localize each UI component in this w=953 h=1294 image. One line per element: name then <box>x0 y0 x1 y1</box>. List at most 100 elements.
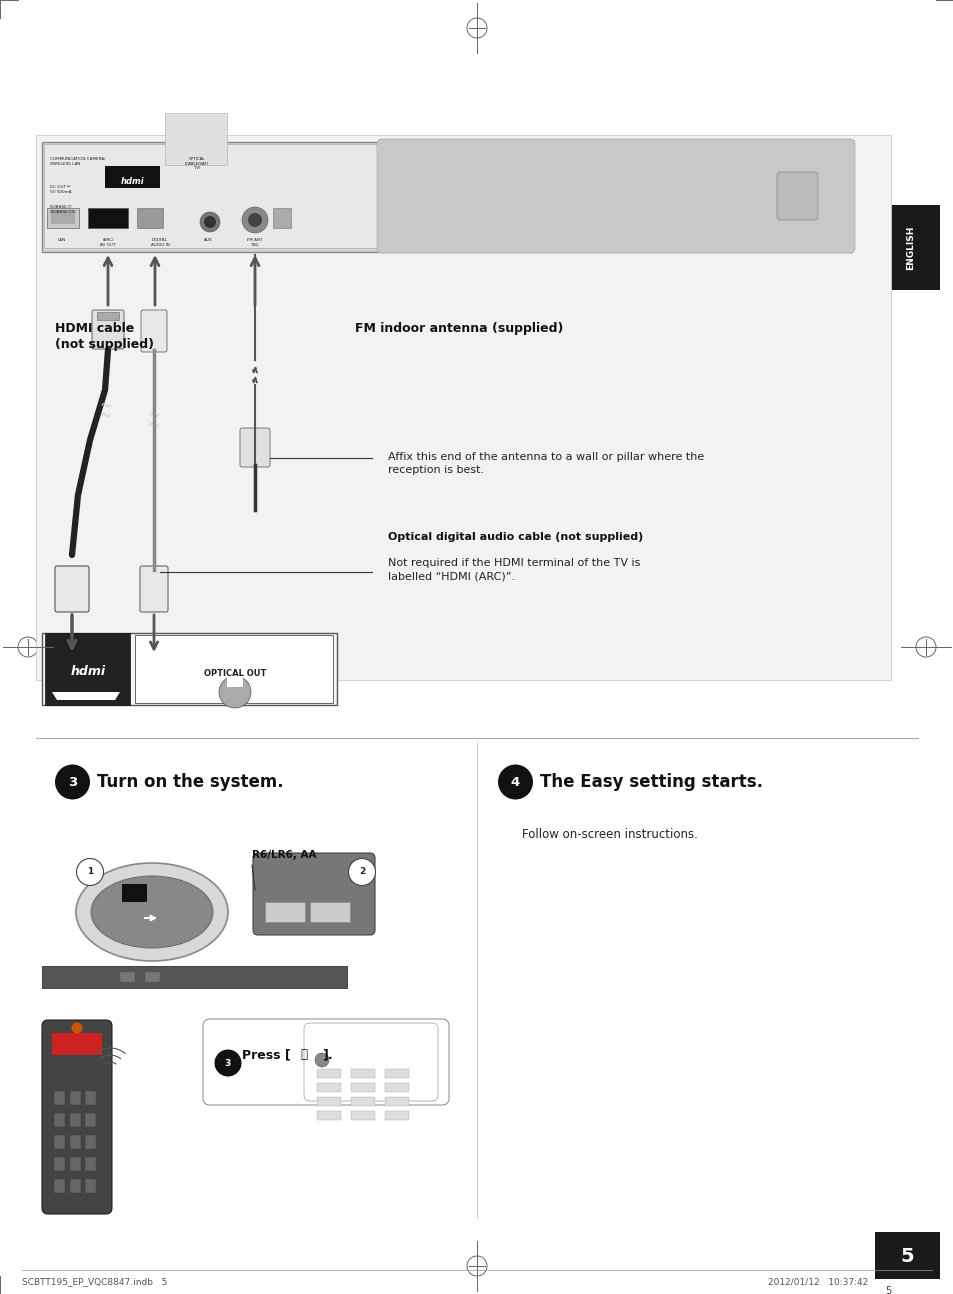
Text: Turn on the system.: Turn on the system. <box>97 773 283 791</box>
Bar <box>47 208 79 228</box>
Circle shape <box>348 858 375 885</box>
Circle shape <box>200 212 220 232</box>
Bar <box>54 1113 65 1127</box>
Bar <box>385 1083 409 1092</box>
Text: (10BASE-T/
100BASE-TX): (10BASE-T/ 100BASE-TX) <box>50 204 77 214</box>
Circle shape <box>71 1022 82 1034</box>
Bar <box>36 135 890 681</box>
Bar <box>874 1232 939 1278</box>
Bar <box>70 1135 80 1149</box>
Bar <box>316 1097 340 1106</box>
FancyBboxPatch shape <box>776 172 817 220</box>
Bar <box>54 1157 65 1171</box>
Circle shape <box>219 675 251 708</box>
Circle shape <box>204 216 215 228</box>
Text: COMMUNICATION CAMERA/
WIRELESS LAN: COMMUNICATION CAMERA/ WIRELESS LAN <box>50 157 106 166</box>
FancyBboxPatch shape <box>140 565 168 612</box>
Bar <box>45 633 130 705</box>
FancyBboxPatch shape <box>240 428 270 467</box>
Text: FM indoor antenna (supplied): FM indoor antenna (supplied) <box>355 322 563 335</box>
Bar <box>85 1157 96 1171</box>
Ellipse shape <box>76 863 228 961</box>
Bar <box>122 884 147 902</box>
Bar <box>316 1069 340 1078</box>
Text: Optical digital audio cable (not supplied): Optical digital audio cable (not supplie… <box>388 532 642 542</box>
Bar <box>42 142 851 252</box>
Text: 1: 1 <box>87 867 93 876</box>
Bar <box>54 1091 65 1105</box>
Circle shape <box>55 765 90 800</box>
FancyBboxPatch shape <box>253 853 375 936</box>
Bar <box>70 1091 80 1105</box>
Polygon shape <box>52 692 120 700</box>
Text: HDMI cable
(not supplied): HDMI cable (not supplied) <box>55 322 153 351</box>
Bar <box>85 1135 96 1149</box>
Bar <box>385 1112 409 1121</box>
Text: LAN: LAN <box>58 238 66 242</box>
Bar <box>316 1112 340 1121</box>
Bar <box>97 312 119 320</box>
Text: 4: 4 <box>511 775 519 788</box>
Bar <box>145 972 160 982</box>
Text: DIGITAL
AUDIO IN: DIGITAL AUDIO IN <box>151 238 170 247</box>
Text: 5: 5 <box>900 1247 913 1266</box>
Text: AUX: AUX <box>203 238 213 242</box>
Circle shape <box>248 214 262 226</box>
Text: Follow on-screen instructions.: Follow on-screen instructions. <box>521 828 698 841</box>
Text: 5: 5 <box>884 1286 890 1294</box>
Bar <box>165 113 227 166</box>
FancyBboxPatch shape <box>203 1018 449 1105</box>
Text: 3: 3 <box>68 775 77 788</box>
Text: hdmi: hdmi <box>121 177 145 186</box>
Text: FM ANT
75Ω: FM ANT 75Ω <box>247 238 262 247</box>
Text: 3: 3 <box>225 1058 231 1068</box>
Text: 2: 2 <box>358 867 365 876</box>
Text: Affix this end of the antenna to a wall or pillar where the
reception is best.: Affix this end of the antenna to a wall … <box>388 452 703 475</box>
Bar <box>227 675 243 687</box>
Bar <box>54 1179 65 1193</box>
Bar <box>137 208 163 228</box>
FancyBboxPatch shape <box>91 311 124 349</box>
Circle shape <box>314 1053 329 1068</box>
Bar <box>54 1135 65 1149</box>
Text: Not required if the HDMI terminal of the TV is
labelled “HDMI (ARC)”.: Not required if the HDMI terminal of the… <box>388 558 639 581</box>
Bar <box>70 1113 80 1127</box>
Bar <box>385 1069 409 1078</box>
Bar <box>135 635 333 703</box>
FancyBboxPatch shape <box>141 311 167 352</box>
Bar <box>88 208 128 228</box>
Text: ENGLISH: ENGLISH <box>905 225 915 269</box>
Bar <box>316 1083 340 1092</box>
Circle shape <box>242 207 268 233</box>
Circle shape <box>497 765 533 800</box>
Bar <box>85 1091 96 1105</box>
Bar <box>70 1179 80 1193</box>
Bar <box>351 1112 375 1121</box>
Bar <box>70 1157 80 1171</box>
Bar <box>51 210 75 224</box>
Text: Press [: Press [ <box>242 1048 291 1061</box>
Bar <box>351 1097 375 1106</box>
FancyBboxPatch shape <box>42 1020 112 1214</box>
Bar <box>52 1033 102 1055</box>
FancyBboxPatch shape <box>376 138 854 254</box>
Text: The Easy setting starts.: The Easy setting starts. <box>539 773 762 791</box>
FancyBboxPatch shape <box>304 1024 437 1101</box>
Bar <box>42 633 336 705</box>
Bar <box>351 1083 375 1092</box>
Bar <box>265 902 305 923</box>
Bar <box>44 144 378 248</box>
Bar <box>85 1179 96 1193</box>
Text: OPTICAL
(CABLE/SAT/
TV): OPTICAL (CABLE/SAT/ TV) <box>185 157 209 171</box>
Bar <box>385 1097 409 1106</box>
Bar <box>85 1113 96 1127</box>
Text: (ARC)
AV OUT: (ARC) AV OUT <box>100 238 115 247</box>
Bar <box>42 967 347 989</box>
Text: OPTICAL OUT: OPTICAL OUT <box>204 669 266 678</box>
Circle shape <box>76 858 103 885</box>
Ellipse shape <box>91 876 213 949</box>
Bar <box>273 208 291 228</box>
Text: SCBTT195_EP_VQC8847.indb   5: SCBTT195_EP_VQC8847.indb 5 <box>22 1277 167 1286</box>
Text: ⏻: ⏻ <box>300 1048 307 1061</box>
Bar <box>105 166 160 188</box>
